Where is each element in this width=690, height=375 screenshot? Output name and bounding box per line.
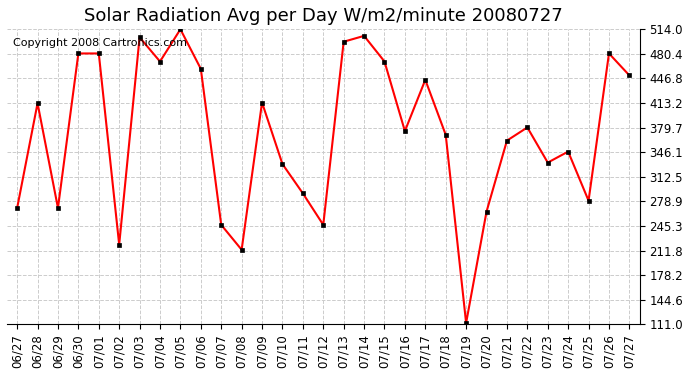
Text: Copyright 2008 Cartronics.com: Copyright 2008 Cartronics.com [13,38,187,48]
Title: Solar Radiation Avg per Day W/m2/minute 20080727: Solar Radiation Avg per Day W/m2/minute … [84,7,562,25]
